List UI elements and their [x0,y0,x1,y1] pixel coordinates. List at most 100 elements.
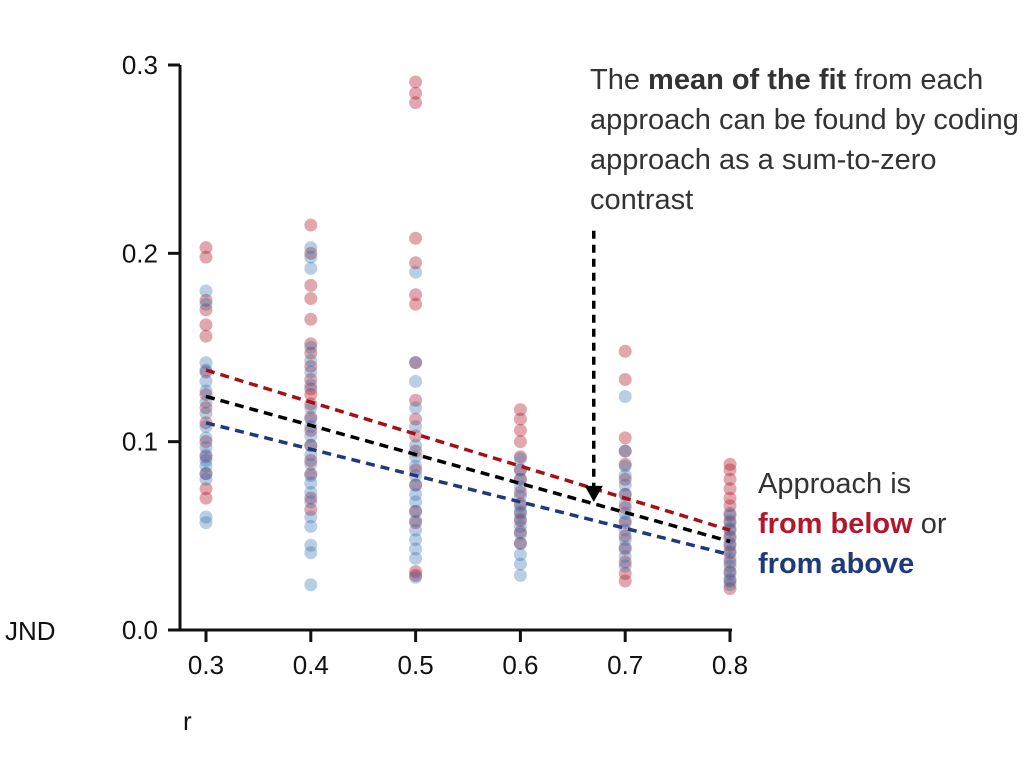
y-tick-label: 0.1 [122,427,158,457]
fit-line-from-below [205,368,731,532]
point-from-below [199,482,213,496]
point-from-below [409,96,423,110]
point-from-above [304,469,318,483]
point-from-below [723,457,737,471]
point-from-above [618,533,632,547]
point-from-above [199,406,213,420]
point-from-above [723,506,737,520]
point-from-below [304,278,318,292]
point-from-below [723,555,737,569]
x-tick-label: 0.5 [398,650,434,680]
point-from-below [304,491,318,505]
data-points [199,75,737,596]
point-from-below [723,546,737,560]
point-from-above [304,578,318,592]
point-from-above [409,523,423,537]
point-from-below [723,491,737,505]
point-from-above [618,389,632,403]
x-tick-label: 0.3 [188,650,224,680]
point-from-above [199,356,213,370]
point-from-below [199,303,213,317]
x-tick-label: 0.6 [502,650,538,680]
point-from-above [618,559,632,573]
point-from-above [304,341,318,354]
point-from-above [409,514,423,528]
point-from-above [199,440,213,454]
point-from-above [199,448,213,462]
legend-from-below: from below [758,508,913,540]
point-from-above [513,568,527,582]
point-from-below [199,450,213,464]
x-tick-label: 0.8 [712,650,748,680]
annotation-approach-line2: from below or [758,504,1024,544]
annotation-approach-line3: from above [758,544,1024,584]
point-from-below [199,329,213,343]
annotation-arrow [584,230,603,502]
point-from-above [723,578,737,592]
point-from-below [409,75,423,89]
point-from-below [199,241,213,255]
point-from-below [513,514,527,528]
point-from-above [409,478,423,492]
annotation-or: or [912,508,947,540]
point-from-above [723,567,737,580]
point-from-below [304,382,318,396]
arrow-head [584,485,603,502]
point-from-above [618,459,632,473]
point-from-below [409,86,423,100]
point-from-below [618,542,632,556]
point-from-below [618,431,632,445]
point-from-above [723,521,737,535]
point-from-below [513,525,527,539]
point-from-below [618,555,632,569]
point-from-above [199,420,213,434]
point-from-below [304,337,318,351]
point-from-below [513,412,527,426]
point-from-above [199,467,213,481]
point-from-above [409,570,423,584]
point-from-above [304,354,318,368]
point-from-below [723,482,737,496]
annotation-bold: mean of the fit [648,64,847,96]
point-from-above [199,284,213,298]
point-from-below [723,472,737,486]
point-from-below [409,393,423,407]
point-from-below [304,388,318,402]
point-from-above [409,459,423,473]
point-from-below [409,231,423,245]
point-from-above [409,533,423,547]
point-from-below [618,444,632,458]
point-from-above [409,495,423,509]
point-from-above [304,261,318,275]
point-from-below [618,501,632,515]
point-from-above [513,452,527,466]
point-from-above [409,551,423,565]
x-axis-label: r [183,706,192,736]
point-from-below [618,567,632,580]
point-from-above [304,412,318,426]
point-from-above [513,527,527,541]
point-from-below [618,344,632,358]
y-tick-label: 0.0 [122,615,158,645]
point-from-above [513,512,527,526]
legend-from-above: from above [758,548,915,580]
point-from-above [409,374,423,388]
axis-ticks: 0.3 0.4 0.5 0.6 0.7 0.8 0.0 0.1 0.2 0.3 [122,50,748,680]
point-from-below [723,463,737,477]
annotation-approach: Approach is from below or from above [758,464,1024,584]
point-from-below [513,506,527,520]
point-from-below [409,568,423,582]
point-from-below [304,292,318,306]
point-from-below [304,359,318,373]
point-from-above [723,514,737,528]
point-from-above [304,457,318,471]
point-from-above [199,297,213,311]
point-from-above [513,504,527,518]
point-from-above [409,504,423,518]
point-from-above [618,550,632,564]
point-from-below [304,502,318,516]
point-from-below [723,574,737,588]
fit-lines [205,368,731,557]
point-from-above [304,250,318,264]
point-from-below [409,256,423,270]
